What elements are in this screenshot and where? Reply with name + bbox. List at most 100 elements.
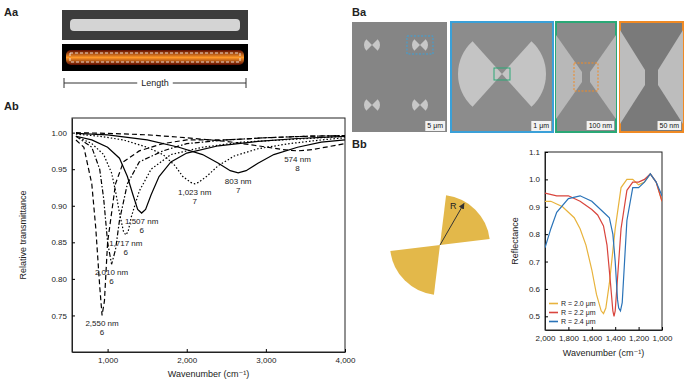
tick: 2,000 bbox=[177, 349, 198, 365]
tick: 1,000 bbox=[652, 327, 673, 343]
curve-label: 2,550 nm bbox=[85, 319, 119, 328]
legend-label: R = 2.4 μm bbox=[561, 318, 596, 326]
tick-mark bbox=[592, 327, 593, 330]
bowtie-wing bbox=[620, 30, 645, 124]
plot-marks bbox=[76, 133, 345, 316]
tick-label: 1,800 bbox=[559, 334, 580, 343]
tick-mark bbox=[187, 349, 188, 352]
curve-order: 8 bbox=[295, 164, 300, 173]
bowtie-wing bbox=[590, 35, 616, 119]
panel-label: Aa bbox=[4, 6, 19, 18]
dimension-end bbox=[64, 78, 65, 88]
y-axis-title: Reflectance bbox=[510, 217, 520, 265]
tick-mark bbox=[662, 327, 663, 330]
tick: 4,000 bbox=[335, 349, 356, 365]
bowtie-wing bbox=[412, 99, 420, 110]
tick: 0.85 bbox=[51, 238, 75, 247]
tick-mark bbox=[639, 327, 640, 330]
tick-label: 1,000 bbox=[98, 356, 119, 365]
sem-image bbox=[62, 10, 248, 40]
axis-line bbox=[72, 119, 73, 353]
tick-label: 0.5 bbox=[529, 312, 541, 321]
panel-label: Ba bbox=[352, 6, 367, 18]
tick-mark bbox=[72, 133, 75, 134]
dimension-label: Length bbox=[141, 78, 169, 88]
curve-order: 6 bbox=[139, 226, 144, 235]
bowtie-wing bbox=[390, 245, 440, 295]
panel-aa: Length bbox=[62, 10, 248, 88]
curve-order: 6 bbox=[109, 277, 114, 286]
tick-mark bbox=[72, 242, 75, 243]
sem-image bbox=[620, 22, 683, 132]
curve-order: 7 bbox=[192, 197, 197, 206]
tick-label: 2,000 bbox=[535, 334, 556, 343]
y-axis: 0.75 0.80 0.85 0.90 0.95 1.00 bbox=[51, 119, 75, 353]
tick-mark bbox=[545, 207, 548, 208]
axis-line bbox=[546, 330, 663, 331]
bowtie-wing bbox=[440, 195, 490, 245]
tick-label: 1,600 bbox=[582, 334, 603, 343]
series-line bbox=[76, 133, 345, 172]
axis-line bbox=[545, 153, 546, 331]
curve-label: 1,023 nm bbox=[178, 188, 212, 197]
series-line bbox=[76, 133, 345, 151]
series-line bbox=[76, 136, 345, 316]
tick-label: 1.0 bbox=[529, 175, 541, 184]
bowtie-wing bbox=[420, 99, 428, 110]
sem-image bbox=[451, 22, 553, 132]
thermal-glow bbox=[66, 50, 244, 65]
radius-label: R bbox=[450, 201, 457, 211]
tick: 0.9 bbox=[529, 203, 548, 212]
tick-label: 4,000 bbox=[335, 356, 356, 365]
tick-mark bbox=[72, 206, 75, 207]
rod-outline bbox=[70, 53, 240, 62]
tick: 1,000 bbox=[98, 349, 119, 365]
tick: 0.95 bbox=[51, 165, 75, 174]
panel-label: Bb bbox=[352, 138, 367, 150]
zoom-box bbox=[574, 63, 598, 91]
tick: 0.75 bbox=[51, 311, 75, 320]
tick-label: 1.1 bbox=[529, 148, 541, 157]
axis-line bbox=[73, 352, 346, 353]
bowtie-wing bbox=[372, 39, 380, 50]
tick: 1.1 bbox=[529, 148, 548, 157]
bowtie-wing bbox=[364, 39, 372, 50]
tick-mark bbox=[545, 179, 548, 180]
tick-label: 0.9 bbox=[529, 203, 541, 212]
dimension-line bbox=[64, 83, 137, 84]
tick-label: 2,000 bbox=[177, 356, 198, 365]
series-line bbox=[76, 134, 345, 184]
dimension-line bbox=[173, 83, 246, 84]
tick: 0.90 bbox=[51, 202, 75, 211]
tick-label: 0.80 bbox=[51, 275, 67, 284]
nanorod bbox=[70, 19, 240, 31]
tick-mark bbox=[545, 289, 548, 290]
tick-label: 0.85 bbox=[51, 238, 67, 247]
bowtie-wing bbox=[372, 99, 380, 110]
legend-label: R = 2.2 μm bbox=[561, 309, 596, 317]
legend: R = 2.0 μmR = 2.2 μmR = 2.4 μm bbox=[549, 300, 596, 326]
scale-bar-box bbox=[425, 121, 445, 131]
x-axis: 2,0001,8001,6001,4001,2001,000 bbox=[535, 327, 673, 343]
tick-mark bbox=[72, 315, 75, 316]
scale-bar-label: 50 nm bbox=[660, 122, 680, 129]
figure: AaAbBaBbLength5 μm1 μm100 nm50 nmR1,0002… bbox=[0, 0, 685, 381]
tick-label: 0.8 bbox=[529, 230, 541, 239]
tick: 1,200 bbox=[629, 327, 650, 343]
bowtie-wing bbox=[658, 30, 683, 124]
thermal-image bbox=[62, 44, 248, 71]
scale-bar-box bbox=[658, 121, 682, 130]
chart: 2,0001,8001,6001,4001,2001,0000.50.60.70… bbox=[510, 148, 673, 358]
tick: 1,600 bbox=[582, 327, 603, 343]
y-axis: 0.50.60.70.80.91.01.1 bbox=[529, 148, 548, 330]
tick-mark bbox=[72, 279, 75, 280]
scale-bar-label: 100 nm bbox=[589, 122, 613, 129]
sem-tile: 100 nm bbox=[556, 22, 616, 132]
tick-label: 1,400 bbox=[606, 334, 627, 343]
tick-label: 0.90 bbox=[51, 202, 67, 211]
curve-order: 7 bbox=[236, 186, 241, 195]
curve-order: 6 bbox=[100, 328, 105, 337]
tick-label: 3,000 bbox=[256, 356, 277, 365]
tick: 1.00 bbox=[51, 129, 75, 138]
tick-mark bbox=[266, 349, 267, 352]
